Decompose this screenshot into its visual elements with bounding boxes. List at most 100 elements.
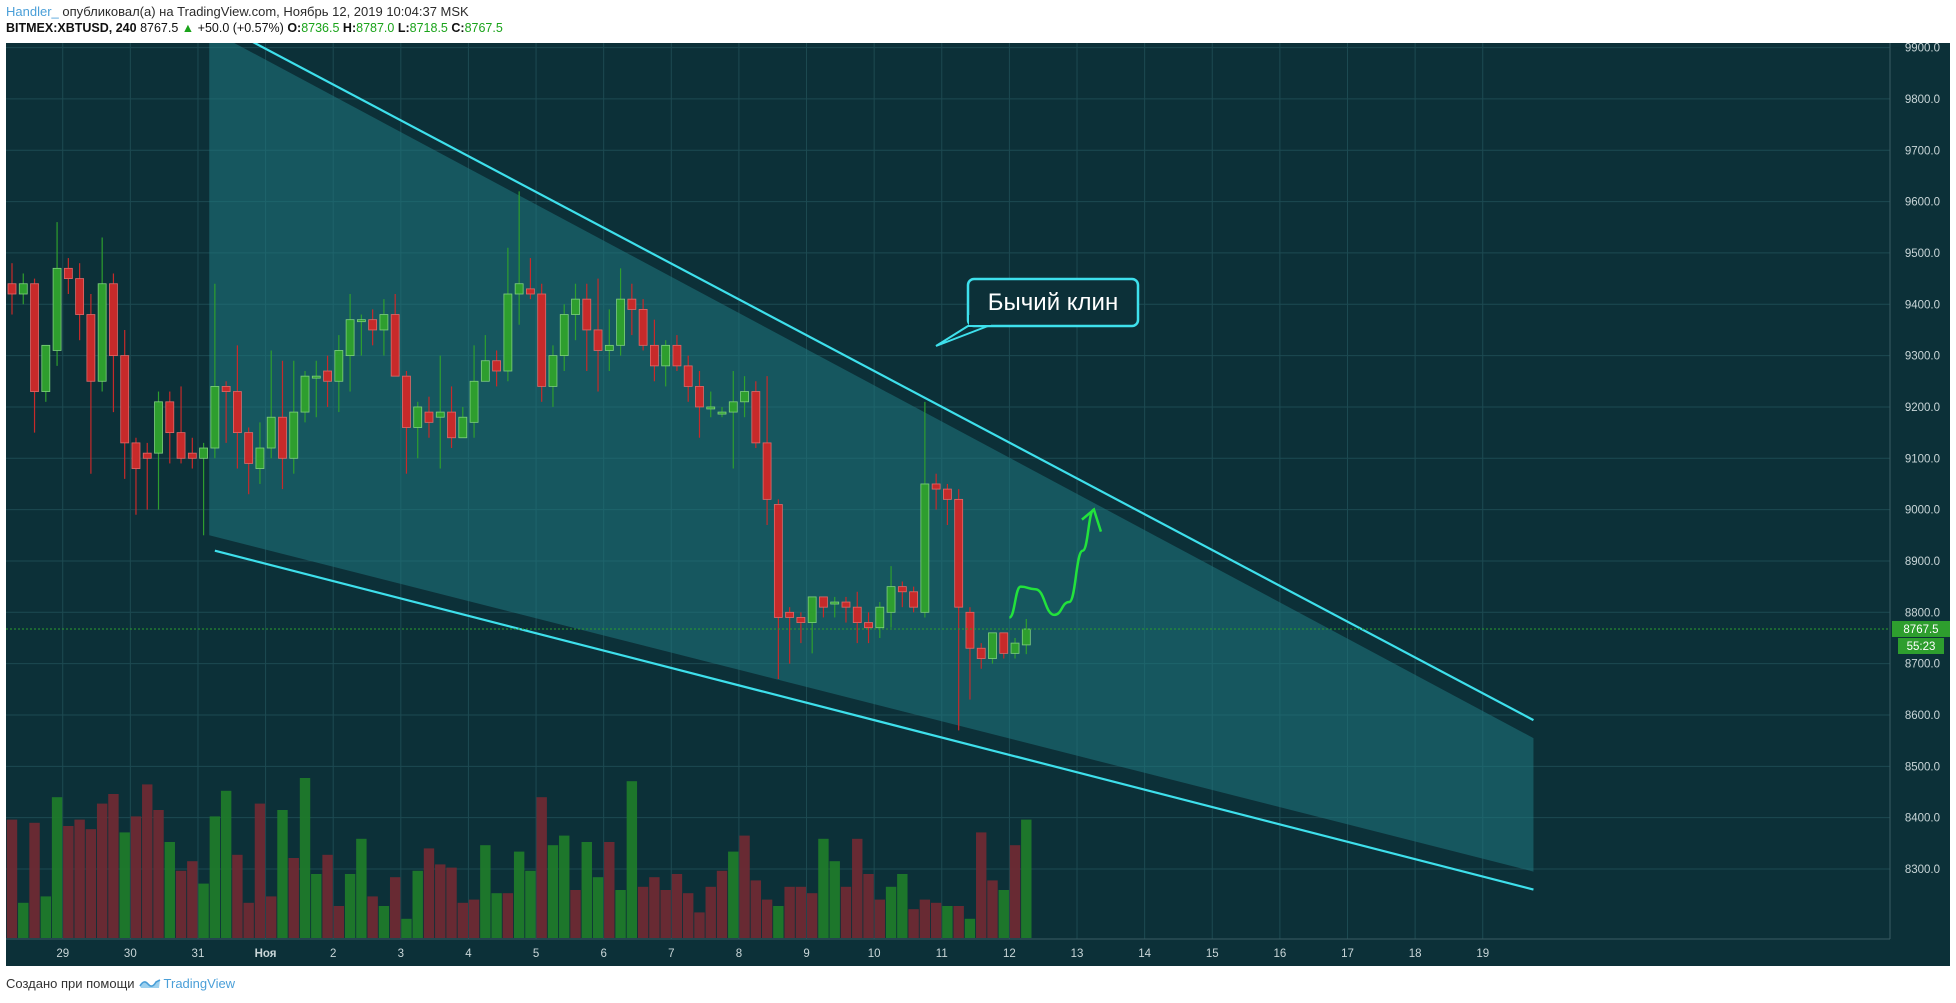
candle-body — [740, 391, 749, 403]
volume-bar — [739, 835, 750, 938]
candle-body — [458, 416, 468, 439]
candle-body — [571, 298, 580, 315]
volume-bar — [525, 870, 536, 938]
volume-bar — [63, 826, 74, 938]
candle-body — [537, 293, 547, 387]
author-link[interactable]: Handler_ — [6, 4, 59, 19]
candle-body — [368, 319, 378, 331]
annotation-callout[interactable]: Бычий клин — [935, 277, 1140, 347]
candle-body — [649, 344, 659, 367]
volume-bar — [773, 906, 784, 938]
candle-body — [728, 401, 738, 413]
time-tick-label: 6 — [600, 948, 606, 960]
volume-bar — [344, 874, 356, 938]
volume-bar — [942, 906, 953, 938]
candle-body — [785, 611, 795, 618]
volume-bar — [468, 899, 480, 938]
volume-bar — [423, 848, 435, 938]
volume-bar — [615, 890, 626, 938]
candle-body — [886, 586, 896, 613]
volume-bar — [254, 803, 266, 938]
candle-body — [999, 632, 1009, 654]
volume-bar — [446, 867, 457, 938]
footer-text: Создано при помощи — [6, 976, 135, 991]
volume-bar — [277, 810, 288, 938]
candle-body — [278, 416, 287, 459]
price-chart[interactable]: Бычий клин 9900.0 9800.0 9700.0 9600.0 9500.… — [6, 43, 1950, 966]
volume-bar — [412, 870, 423, 938]
close-label: C: — [451, 21, 465, 35]
candle-body — [469, 380, 479, 423]
candle-body — [503, 293, 513, 372]
volume-bar — [1009, 845, 1021, 938]
volume-bar — [626, 781, 638, 938]
time-tick-label: 19 — [1476, 948, 1489, 960]
candle-body — [109, 283, 118, 357]
candle-body — [30, 283, 39, 392]
time-tick-label: Ноя — [255, 948, 277, 960]
candle-body — [931, 483, 941, 490]
volume-bar — [964, 918, 976, 938]
candle-body — [920, 483, 930, 613]
time-tick-label: 8 — [736, 948, 742, 960]
volume-bar — [322, 854, 333, 938]
price-axis-panel[interactable] — [1890, 43, 1950, 939]
candle-body — [976, 647, 986, 659]
volume-bar — [299, 778, 311, 938]
last-price: 8767.5 — [140, 21, 179, 35]
time-tick-label: 5 — [533, 948, 539, 960]
volume-bar — [998, 890, 1009, 938]
candle-body — [199, 447, 208, 459]
open-value: 8736.5 — [301, 21, 340, 35]
last-price-tag-box — [1892, 620, 1950, 637]
candle-body — [300, 375, 310, 413]
candle-body — [514, 283, 524, 295]
candle-body — [86, 314, 96, 382]
candle-body — [695, 386, 704, 408]
candle-body — [176, 432, 186, 459]
price-tick-label: 8600.0 — [1905, 710, 1940, 722]
price-tick-label: 8900.0 — [1905, 556, 1940, 568]
volume-bar — [897, 874, 908, 938]
time-tick-label: 31 — [192, 948, 205, 960]
volume-bar — [592, 877, 604, 938]
time-axis-panel[interactable] — [6, 939, 1950, 966]
candle-body — [965, 611, 975, 649]
candle-body — [435, 411, 445, 418]
volume-bar — [209, 816, 221, 938]
price-tick-label: 8300.0 — [1905, 864, 1940, 876]
tradingview-logo-icon — [138, 979, 160, 988]
tradingview-link[interactable]: TradingView — [138, 976, 235, 991]
candle-body — [210, 386, 220, 449]
candle-body — [18, 283, 28, 295]
volume-bar — [874, 899, 885, 938]
open-label: O: — [287, 21, 302, 35]
time-tick-label: 7 — [668, 948, 674, 960]
candle-body — [819, 596, 828, 608]
candle-body — [672, 344, 682, 367]
time-tick-label: 30 — [124, 948, 137, 960]
countdown-tag-label: 55:23 — [1907, 641, 1936, 653]
volume-bar — [930, 902, 942, 938]
candle-body — [413, 406, 423, 428]
volume-bar — [919, 899, 931, 938]
candle-body — [1010, 642, 1020, 654]
wedge-area — [209, 43, 1534, 872]
price-tick-label: 9400.0 — [1905, 299, 1940, 311]
projection-path — [1008, 508, 1096, 619]
candle-body — [988, 632, 997, 659]
volume-bar — [232, 854, 243, 938]
volume-bar — [570, 890, 581, 938]
volume-bar — [795, 886, 807, 938]
volume-bar — [85, 829, 97, 938]
volume-bar — [96, 803, 108, 938]
volume-bar — [435, 864, 446, 938]
time-tick-label: 11 — [936, 948, 948, 960]
candle-body — [402, 375, 411, 428]
price-tick-label: 9300.0 — [1905, 351, 1940, 363]
candle-body — [244, 432, 254, 464]
volume-bar — [784, 886, 795, 938]
wedge-fill — [209, 43, 1534, 872]
candle-body — [943, 488, 952, 500]
time-tick-label: 12 — [1003, 948, 1016, 960]
